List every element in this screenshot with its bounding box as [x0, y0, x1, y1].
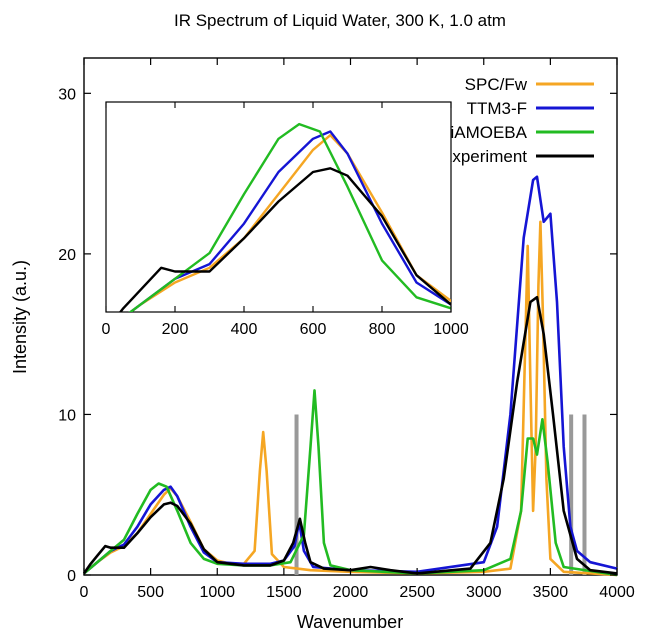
y-tick-label: 20: [58, 247, 76, 264]
chart-title: IR Spectrum of Liquid Water, 300 K, 1.0 …: [174, 11, 506, 30]
inset-series-line-iamoeba: [128, 122, 451, 312]
inset-x-tick-label: 400: [231, 321, 258, 338]
legend-label: iAMOEBA: [450, 123, 527, 142]
y-axis-label: Intensity (a.u.): [10, 260, 30, 374]
series-line-ttm3-f: [83, 175, 618, 575]
inset-x-tick-label: 600: [300, 321, 327, 338]
x-tick-label: 3500: [533, 584, 569, 601]
legend-label: SPC/Fw: [465, 75, 528, 94]
x-tick-label: 1500: [266, 584, 302, 601]
x-tick-label: 2500: [399, 584, 435, 601]
x-tick-label: 0: [80, 584, 89, 601]
y-tick-label: 0: [67, 568, 76, 585]
inset-x-tick-label: 200: [162, 321, 189, 338]
inset-plot-frame: [105, 101, 452, 313]
inset-x-tick-label: 800: [369, 321, 396, 338]
inset-x-tick-label: 1000: [433, 321, 469, 338]
inset-series-line-experiment: [118, 167, 451, 312]
y-tick-label: 30: [58, 86, 76, 103]
series-line-experiment: [82, 295, 618, 575]
inset-x-tick-label: 0: [102, 321, 111, 338]
y-tick-label: 10: [58, 407, 76, 424]
x-tick-label: 4000: [599, 584, 635, 601]
x-tick-label: 500: [137, 584, 164, 601]
series-line-iamoeba: [83, 389, 618, 577]
x-axis-label: Wavenumber: [297, 612, 403, 632]
inset-plot: 0 200 400 600 800 1000: [102, 101, 469, 338]
x-tick-label: 3000: [466, 584, 502, 601]
legend-label: TTM3-F: [467, 99, 527, 118]
legend: SPC/Fw TTM3-F iAMOEBA Experiment: [441, 75, 594, 166]
x-tick-label: 2000: [333, 584, 369, 601]
x-tick-label: 1000: [199, 584, 235, 601]
legend-label: Experiment: [441, 147, 527, 166]
series-line-spc-fw: [83, 220, 618, 577]
